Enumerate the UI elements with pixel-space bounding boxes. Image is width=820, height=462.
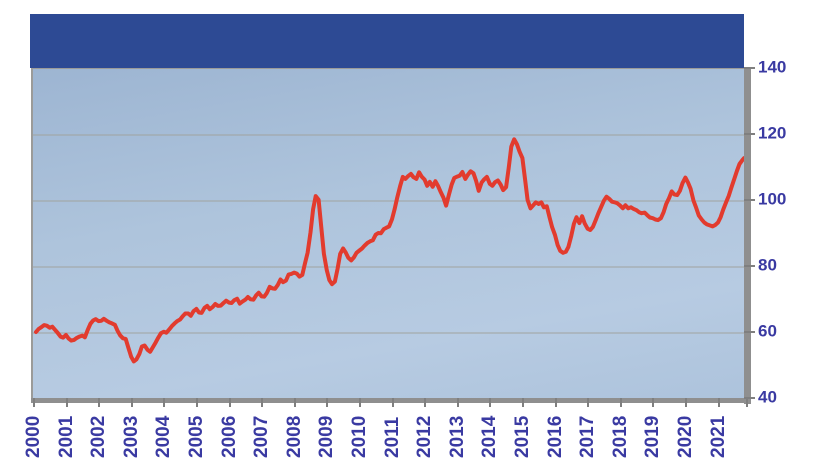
x-axis-label: 2011 [381, 416, 403, 458]
x-axis-tick [619, 398, 622, 407]
x-axis-tick [130, 398, 133, 407]
x-axis-tick [293, 398, 296, 407]
y-axis-label: 80 [758, 255, 777, 275]
x-axis-tick [522, 398, 524, 407]
x-axis-tick [33, 398, 35, 407]
y-axis-label: 40 [758, 387, 777, 407]
x-axis-tick [98, 398, 101, 407]
y-axis-tick [744, 199, 755, 201]
x-axis-tick [554, 398, 557, 407]
x-axis-label: 2014 [479, 415, 501, 458]
x-axis-tick [424, 398, 427, 407]
index-line [34, 137, 746, 364]
x-axis-tick [196, 398, 198, 407]
x-axis-tick [587, 398, 590, 407]
x-axis-label: 2018 [609, 415, 631, 458]
x-axis-label: 2013 [446, 415, 468, 458]
x-axis-label: 2007 [251, 415, 273, 458]
y-axis-tick [744, 265, 755, 267]
y-axis-label: 60 [758, 321, 777, 341]
x-axis-label: 2004 [153, 415, 175, 458]
x-axis-label: 2001 [55, 415, 77, 458]
y-axis-label: 120 [758, 123, 787, 143]
y-axis-tick [744, 67, 755, 69]
x-axis-label: 2000 [23, 415, 44, 458]
title-band [30, 14, 744, 68]
x-axis-label: 2002 [88, 415, 110, 458]
axis-shadow-bottom [31, 398, 751, 403]
x-axis-tick [228, 398, 231, 407]
x-axis-tick [717, 398, 720, 407]
x-axis-label: 2015 [512, 415, 533, 458]
x-axis-tick [685, 398, 687, 407]
x-axis-label: 2019 [642, 415, 664, 458]
x-axis-label: 2020 [675, 415, 696, 458]
x-axis-tick [326, 398, 329, 407]
x-axis-tick [65, 398, 68, 407]
x-axis-tick [261, 398, 264, 407]
plot-area [31, 68, 746, 399]
x-axis-label: 2016 [544, 415, 566, 458]
x-axis-label: 2005 [186, 415, 207, 458]
x-axis-label: 2008 [283, 415, 305, 458]
x-axis-label: 2003 [120, 415, 142, 458]
x-axis-end-tick [746, 398, 748, 407]
y-axis-label: 140 [758, 57, 787, 77]
y-axis-tick [744, 133, 755, 135]
axis-shadow-right [744, 68, 751, 404]
x-axis-tick [391, 398, 394, 407]
x-axis-label: 2017 [577, 415, 599, 458]
x-axis-tick [359, 398, 361, 407]
x-axis-label: 2012 [414, 415, 436, 458]
x-axis-tick [163, 398, 166, 407]
x-axis-tick [456, 398, 459, 407]
y-axis-tick [744, 331, 755, 333]
x-axis-label: 2021 [707, 415, 729, 458]
x-axis-tick [489, 398, 492, 407]
y-axis-label: 100 [758, 189, 787, 209]
x-axis-label: 2006 [218, 415, 240, 458]
y-axis-tick [744, 397, 755, 399]
x-axis-tick [652, 398, 655, 407]
x-axis-label: 2010 [349, 415, 370, 458]
plot-svg [33, 134, 746, 364]
x-axis-label: 2009 [316, 415, 338, 458]
